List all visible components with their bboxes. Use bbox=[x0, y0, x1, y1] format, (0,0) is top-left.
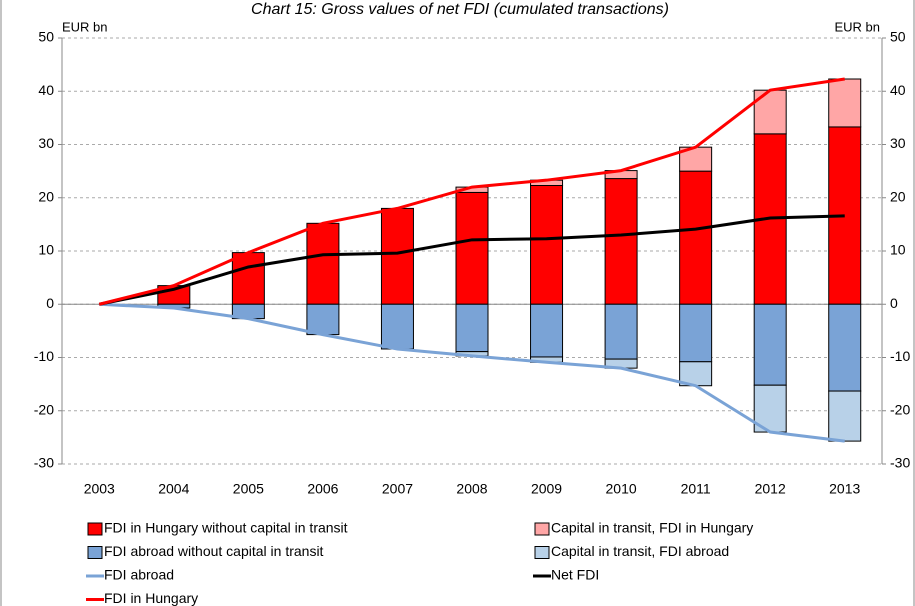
legend-swatch bbox=[534, 522, 550, 536]
legend-label: FDI in Hungary without capital in transi… bbox=[104, 520, 348, 536]
y-tick-label: -20 bbox=[34, 401, 54, 417]
y-tick-label: 40 bbox=[38, 82, 54, 98]
bar bbox=[679, 303, 713, 363]
legend-swatch bbox=[534, 546, 550, 559]
x-tick-label: 2008 bbox=[456, 481, 487, 497]
y-tick-label: -30 bbox=[34, 455, 54, 471]
y2-tick-label: 0 bbox=[890, 295, 898, 311]
line bbox=[98, 214, 845, 306]
legend-swatch bbox=[87, 546, 103, 559]
x-tick-label: 2013 bbox=[829, 481, 860, 497]
bar bbox=[604, 178, 638, 305]
bar bbox=[455, 191, 489, 305]
x-tick-label: 2010 bbox=[606, 481, 637, 497]
bar bbox=[380, 303, 414, 350]
y2-tick-label: 20 bbox=[890, 188, 906, 204]
y2-tick-label: 40 bbox=[890, 82, 906, 98]
legend-label: FDI in Hungary bbox=[104, 590, 198, 606]
x-tick-label: 2004 bbox=[158, 481, 189, 497]
y2-unit: EUR bn bbox=[834, 19, 880, 34]
y-tick-label: 30 bbox=[38, 135, 54, 151]
y2-tick-label: 30 bbox=[890, 135, 906, 151]
x-tick-label: 2006 bbox=[307, 481, 338, 497]
bar bbox=[753, 89, 787, 135]
bar bbox=[828, 390, 862, 442]
y-tick-label: 50 bbox=[38, 29, 54, 45]
legend-label: FDI abroad bbox=[104, 567, 174, 583]
bar bbox=[380, 207, 414, 305]
x-tick-label: 2007 bbox=[382, 481, 413, 497]
y2-tick-label: -30 bbox=[890, 455, 910, 471]
chart-title: Chart 15: Gross values of net FDI (cumul… bbox=[251, 1, 669, 18]
x-tick-label: 2005 bbox=[233, 481, 264, 497]
y2-tick-label: -10 bbox=[890, 348, 910, 364]
legend-swatch bbox=[87, 522, 103, 536]
bar bbox=[306, 222, 340, 305]
y2-tick-label: 50 bbox=[890, 29, 906, 45]
bar bbox=[753, 384, 787, 433]
x-tick-label: 2011 bbox=[681, 481, 711, 497]
x-tick-label: 2012 bbox=[755, 481, 786, 497]
line bbox=[99, 302, 845, 443]
legend-label: FDI abroad without capital in transit bbox=[104, 543, 324, 559]
bar bbox=[530, 185, 564, 305]
legend-label: Capital in transit, FDI abroad bbox=[551, 543, 729, 559]
y2-tick-label: -20 bbox=[890, 401, 910, 417]
y-tick-label: 20 bbox=[38, 188, 54, 204]
bar bbox=[306, 303, 340, 336]
bar bbox=[231, 252, 265, 305]
bar bbox=[455, 303, 489, 353]
bar bbox=[828, 303, 862, 392]
bar bbox=[530, 303, 564, 358]
bar bbox=[753, 303, 787, 386]
bar bbox=[679, 170, 713, 305]
legend-label: Net FDI bbox=[551, 567, 599, 583]
y2-tick-label: 10 bbox=[890, 242, 906, 258]
bar bbox=[604, 303, 638, 360]
y-tick-label: -10 bbox=[34, 348, 54, 364]
line bbox=[98, 77, 845, 306]
bar bbox=[828, 78, 862, 128]
legend-label: Capital in transit, FDI in Hungary bbox=[551, 520, 753, 536]
y-tick-label: 10 bbox=[38, 242, 54, 258]
x-tick-label: 2003 bbox=[84, 481, 115, 497]
x-tick-label: 2009 bbox=[531, 481, 562, 497]
y-unit: EUR bn bbox=[62, 19, 108, 34]
y-tick-label: 0 bbox=[46, 295, 54, 311]
